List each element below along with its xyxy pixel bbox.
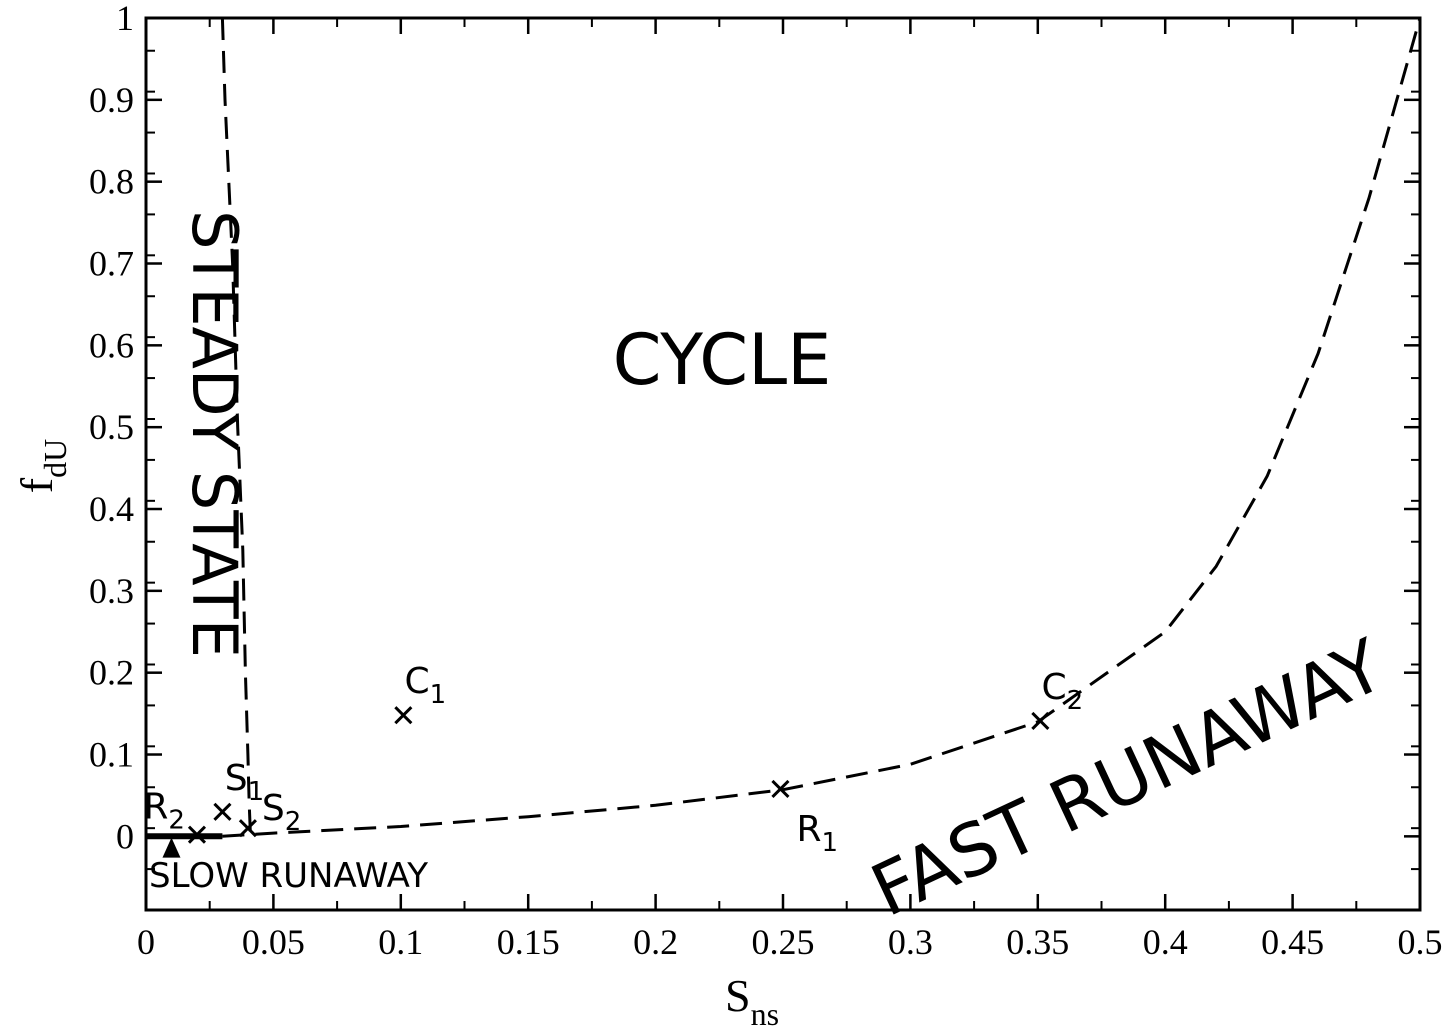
point-c2: C2 <box>1031 667 1084 731</box>
y-tick-label: 0.3 <box>89 571 134 611</box>
x-marker <box>213 802 232 821</box>
point-s1: S1 <box>213 758 264 821</box>
y-tick-label: 0.5 <box>89 407 134 447</box>
x-tick-label: 0.45 <box>1261 922 1324 962</box>
region-label-fast-runaway: FAST RUNAWAY <box>859 622 1397 932</box>
y-tick-label: 1 <box>116 0 134 38</box>
y-tick-label: 0.7 <box>89 244 134 284</box>
x-tick-label: 0.5 <box>1398 922 1443 962</box>
x-tick-label: 0.2 <box>633 922 678 962</box>
x-tick-label: 0.4 <box>1143 922 1188 962</box>
x-tick-label: 0.1 <box>378 922 423 962</box>
x-marker <box>238 819 257 838</box>
point-c1: C1 <box>394 661 447 725</box>
point-r2: R2 <box>143 787 207 844</box>
ticks: 0 0.05 0.1 0.15 0.2 0.25 0.3 0.35 0.4 0.45 0.5 0 0.1… <box>89 0 1443 962</box>
x-tick-label: 0.25 <box>752 922 815 962</box>
region-label-slow-runaway: SLOW RUNAWAY <box>149 856 428 896</box>
point-label: C2 <box>1042 667 1084 716</box>
x-marker <box>1031 711 1050 731</box>
x-tick-label: 0.15 <box>497 922 560 962</box>
boundary-dashed-curve <box>222 17 1422 838</box>
x-marker <box>394 706 413 725</box>
x-tick-label: 0.05 <box>242 922 305 962</box>
boundary-dashed-curve <box>220 17 252 837</box>
x-tick-label: 0 <box>137 922 155 962</box>
x-marker <box>187 825 207 844</box>
point-s2: S2 <box>238 788 301 838</box>
y-tick-label: 0.8 <box>89 162 134 202</box>
y-tick-label: 0.6 <box>89 325 134 365</box>
x-tick-label: 0.35 <box>1006 922 1069 962</box>
y-tick-label: 0.4 <box>89 489 134 529</box>
point-r1: R1 <box>771 779 838 858</box>
region-label-steady-state: STEADY STATE <box>178 210 251 658</box>
point-label: R2 <box>143 787 185 836</box>
point-label: R1 <box>796 809 838 858</box>
x-axis-title: Sns <box>725 970 779 1032</box>
x-tick-label: 0.3 <box>888 922 933 962</box>
y-tick-label: 0 <box>116 816 134 856</box>
y-tick-label: 0.2 <box>89 653 134 693</box>
point-label: C1 <box>405 661 447 710</box>
x-marker <box>771 779 790 798</box>
region-label-cycle: CYCLE <box>613 319 832 401</box>
point-label: S2 <box>262 788 301 837</box>
triangle-marker <box>162 837 181 858</box>
y-tick-label: 0.9 <box>89 80 134 120</box>
y-tick-label: 0.1 <box>89 735 134 775</box>
y-axis-title-group: fdU <box>11 439 73 493</box>
y-axis-title: fdU <box>11 439 73 493</box>
point-label: S1 <box>225 758 264 807</box>
